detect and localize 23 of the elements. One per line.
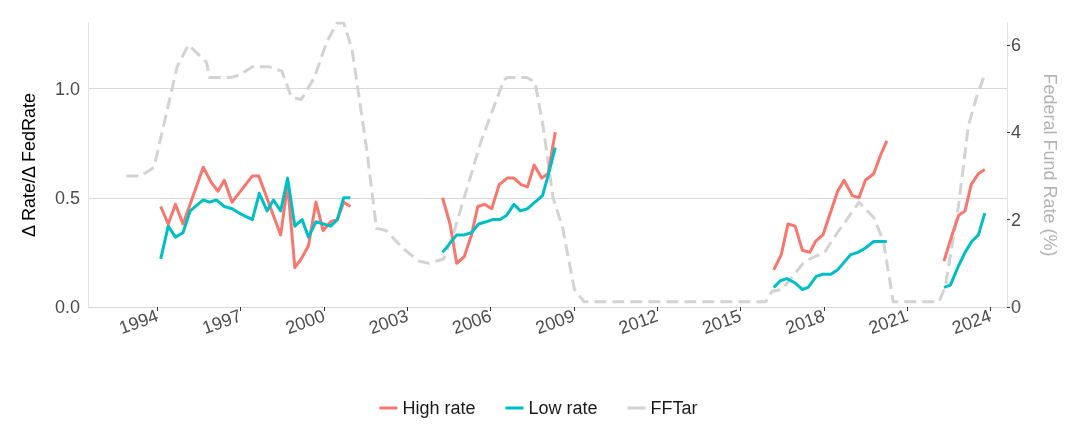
x-tick-label: 1994 — [116, 305, 161, 339]
y-tick-label: 1.0 — [54, 78, 80, 99]
x-tick-label: 2003 — [366, 305, 411, 339]
y-axis-title: Δ Rate/Δ FedRate — [19, 92, 39, 238]
y2-tick-label: 2 — [1011, 209, 1022, 230]
x-tick-label: 2018 — [782, 305, 828, 339]
y-tick-label: 0.0 — [54, 297, 80, 317]
y2-tick-label: 6 — [1011, 34, 1022, 55]
x-tick-label: 2012 — [616, 305, 661, 339]
y-tick-label: 0.5 — [54, 187, 80, 208]
x-tick-label: 2024 — [949, 305, 994, 339]
x-tick-label: 2015 — [699, 305, 744, 339]
x-tick-label: 2021 — [866, 305, 911, 339]
x-tick-label: 1997 — [199, 305, 245, 339]
legend-label: Low rate — [528, 398, 598, 418]
y2-tick-label: 0 — [1011, 297, 1022, 317]
y2-axis-title: Federal Fund Rate (%) — [1040, 73, 1060, 257]
x-tick-label: 2009 — [532, 305, 578, 339]
y2-tick-label: 4 — [1011, 122, 1022, 143]
legend-label: High rate — [402, 398, 476, 418]
legend-label: FFTar — [650, 398, 698, 418]
x-tick-label: 2006 — [449, 305, 494, 339]
x-tick-label: 2000 — [282, 305, 328, 339]
